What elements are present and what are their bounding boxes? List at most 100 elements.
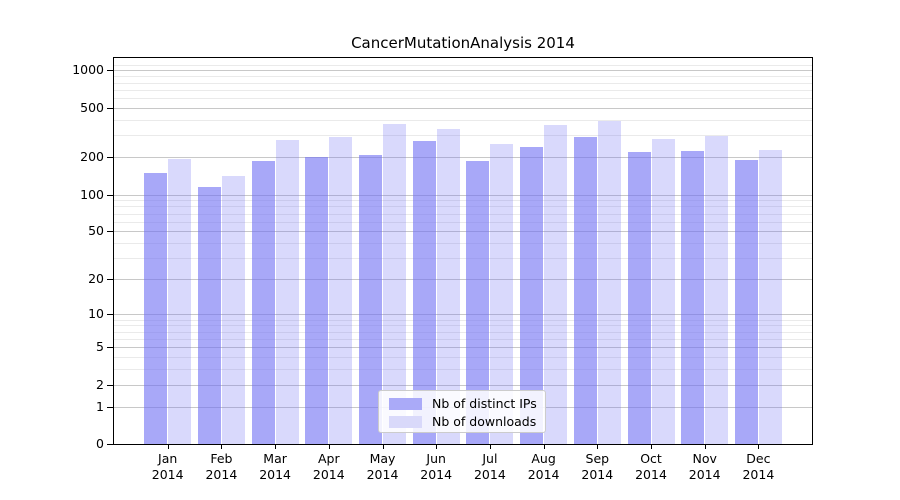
x-tick-mark <box>597 444 599 449</box>
minor-gridline <box>114 206 812 208</box>
x-tick-label: Sep 2014 <box>581 451 614 482</box>
y-tick-mark <box>107 157 113 159</box>
legend-label: Nb of distinct IPs <box>432 396 537 411</box>
y-tick-label: 500 <box>80 99 104 115</box>
minor-gridline <box>114 331 812 333</box>
bar-downloads-may <box>383 124 406 444</box>
y-tick-mark <box>107 406 113 408</box>
x-tick-mark <box>436 444 438 449</box>
x-tick-label: Mar 2014 <box>259 451 291 482</box>
major-gridline <box>114 347 812 349</box>
minor-gridline <box>114 76 812 78</box>
x-tick-label: Aug 2014 <box>527 451 560 482</box>
x-tick-mark <box>275 444 277 449</box>
legend-swatch-icon <box>389 415 422 428</box>
y-tick-label: 20 <box>88 271 104 287</box>
x-tick-label: Oct 2014 <box>635 451 667 482</box>
y-tick-mark <box>107 70 113 72</box>
bar-ips-apr <box>305 157 329 444</box>
legend-label: Nb of downloads <box>432 414 537 429</box>
x-tick-label: Dec 2014 <box>742 451 775 482</box>
x-tick-mark <box>328 444 330 449</box>
bar-downloads-feb <box>221 176 245 444</box>
y-tick-label: 2 <box>96 376 104 392</box>
minor-gridline <box>114 369 812 370</box>
y-tick-label: 1 <box>96 398 104 414</box>
bar-ips-jul <box>466 161 490 444</box>
minor-gridline <box>114 319 812 321</box>
major-gridline <box>114 157 812 159</box>
y-tick-mark <box>107 107 113 109</box>
minor-gridline <box>114 200 812 202</box>
minor-gridline <box>114 243 812 245</box>
x-tick-mark <box>382 444 384 449</box>
y-tick-label: 200 <box>80 149 104 165</box>
minor-gridline <box>114 221 812 223</box>
minor-gridline <box>114 258 812 260</box>
bar-downloads-jun <box>436 128 460 444</box>
bar-downloads-oct <box>651 139 675 444</box>
bar-downloads-mar <box>275 140 299 444</box>
bar-ips-mar <box>251 161 275 444</box>
minor-gridline <box>114 98 812 99</box>
major-gridline <box>114 194 812 196</box>
x-tick-mark <box>543 444 545 449</box>
y-tick-mark <box>107 279 113 281</box>
y-tick-mark <box>107 194 113 196</box>
y-tick-label: 0 <box>96 436 104 451</box>
bar-downloads-dec <box>758 149 782 444</box>
legend-item: Nb of distinct IPs <box>389 395 545 412</box>
x-tick-mark <box>704 444 706 449</box>
bar-ips-dec <box>734 160 758 444</box>
y-tick-label: 1000 <box>72 62 104 78</box>
x-tick-label: Nov 2014 <box>688 451 721 482</box>
x-tick-label: Jun 2014 <box>420 451 453 482</box>
x-tick-label: Jan 2014 <box>151 451 184 482</box>
legend-swatch-icon <box>389 397 422 410</box>
bar-ips-sep <box>573 137 597 444</box>
major-gridline <box>114 231 812 233</box>
y-tick-label: 10 <box>88 306 104 322</box>
minor-gridline <box>114 213 812 215</box>
y-tick-mark <box>107 231 113 233</box>
minor-gridline <box>114 82 812 84</box>
legend: Nb of distinct IPs Nb of downloads <box>378 390 546 433</box>
bar-downloads-jan <box>168 158 192 444</box>
bar-downloads-nov <box>705 136 729 444</box>
minor-gridline <box>114 89 812 91</box>
y-tick-label: 5 <box>96 339 104 355</box>
x-tick-mark <box>758 444 760 449</box>
major-gridline <box>114 70 812 72</box>
chart-title: CancerMutationAnalysis 2014 <box>351 34 575 52</box>
bar-downloads-sep <box>597 121 621 444</box>
minor-gridline <box>114 338 812 340</box>
minor-gridline <box>114 65 812 67</box>
x-tick-label: Jul 2014 <box>473 451 506 482</box>
bar-ips-jun <box>412 141 436 444</box>
y-tick-mark <box>107 444 113 445</box>
bar-ips-aug <box>520 147 544 444</box>
x-tick-mark <box>489 444 491 449</box>
minor-gridline <box>114 357 812 358</box>
bar-ips-feb <box>197 187 221 444</box>
y-tick-label: 100 <box>80 186 104 202</box>
x-tick-mark <box>221 444 223 449</box>
bar-downloads-aug <box>544 124 568 444</box>
bar-downloads-jul <box>490 144 514 444</box>
bar-downloads-apr <box>329 137 353 444</box>
bar-ips-nov <box>681 150 705 444</box>
major-gridline <box>114 384 812 386</box>
x-tick-label: Apr 2014 <box>312 451 345 482</box>
bar-ips-oct <box>627 152 651 444</box>
x-tick-label: May 2014 <box>366 451 399 482</box>
minor-gridline <box>114 135 812 137</box>
y-tick-mark <box>107 384 113 386</box>
x-tick-mark <box>651 444 652 449</box>
y-tick-mark <box>107 314 113 316</box>
major-gridline <box>114 314 812 316</box>
x-tick-label: Feb 2014 <box>205 451 238 482</box>
y-tick-label: 50 <box>88 223 104 239</box>
y-tick-mark <box>107 347 113 349</box>
bar-ips-may <box>359 154 382 444</box>
